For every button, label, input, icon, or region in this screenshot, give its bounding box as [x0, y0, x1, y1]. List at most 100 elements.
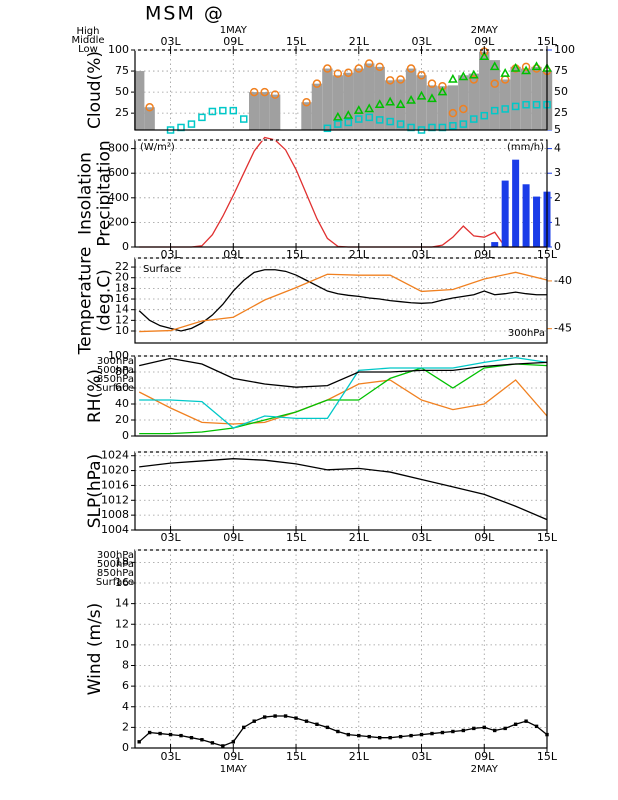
y-tick-label: 1016	[101, 478, 129, 491]
point	[304, 719, 309, 723]
point	[179, 733, 183, 738]
series-line	[138, 715, 548, 747]
x-tick-label: 03L	[411, 531, 432, 544]
cloud-bar	[332, 75, 344, 130]
cloud-bar	[364, 63, 375, 131]
low-cloud-marker	[219, 106, 227, 115]
point	[158, 731, 162, 736]
point	[430, 731, 434, 736]
x-tick-label: 09L	[223, 750, 244, 763]
point	[451, 729, 455, 734]
x-tick-label: 15L	[286, 531, 307, 544]
cloud-bar	[374, 66, 385, 130]
point	[189, 735, 194, 740]
cloud-bar	[322, 68, 333, 130]
high-cloud-marker	[260, 87, 269, 97]
middle-cloud-marker	[448, 73, 458, 83]
precip-bar	[533, 196, 541, 247]
high-cloud-marker	[385, 76, 395, 85]
y-axis-label: Cloud(%)	[85, 51, 105, 129]
y-axis-label: Temperature	[76, 247, 96, 356]
high-cloud-marker	[448, 108, 458, 118]
y-tick-label: 8	[122, 659, 129, 672]
point	[262, 715, 267, 719]
y-tick-label: 400	[108, 191, 129, 204]
legend-label: 850hPa	[97, 374, 134, 385]
y-tick-label: 12	[115, 313, 129, 326]
point	[242, 725, 246, 730]
y-tick-label: 18	[115, 555, 129, 568]
y2-tick-label: 3	[554, 166, 561, 179]
x-tick-label: 09L	[474, 531, 495, 544]
point	[482, 725, 486, 730]
y-tick-label: 40	[115, 397, 129, 410]
y-tick-label: 12	[115, 617, 129, 630]
point	[409, 733, 413, 738]
middle-cloud-marker	[353, 105, 364, 114]
page-title: MSM @	[145, 3, 225, 25]
cloud-bar	[144, 107, 155, 130]
legend-label: 300hPa	[97, 356, 134, 367]
point	[388, 735, 392, 740]
low-cloud-marker	[449, 122, 457, 130]
middle-cloud-marker	[385, 96, 396, 106]
precip-bar	[501, 180, 509, 247]
y2-tick-label: 2	[554, 191, 561, 204]
x-tick-label: 09L	[223, 35, 244, 48]
y2-tick-label: 75	[554, 64, 568, 77]
middle-cloud-marker	[458, 71, 469, 81]
series-line	[139, 356, 548, 429]
x-tick-label: 15L	[537, 248, 558, 261]
high-cloud-marker	[427, 79, 437, 88]
panel-frame	[134, 549, 548, 749]
middle-cloud-marker	[531, 61, 542, 71]
high-cloud-marker	[302, 97, 311, 107]
panel-frame	[134, 139, 548, 248]
middle-cloud-marker	[406, 94, 416, 104]
y-axis-label: Wind (m/s)	[85, 603, 105, 696]
high-cloud-marker	[438, 81, 447, 91]
cloud-bar	[301, 102, 312, 130]
point	[398, 734, 403, 739]
y2-tick-label: -40	[554, 274, 572, 287]
middle-cloud-marker	[479, 51, 490, 60]
unit-label: (mm/h)	[507, 142, 544, 153]
point	[252, 719, 256, 723]
y-axis-label: RH(%)	[85, 369, 105, 423]
x-tick-label: 09L	[474, 248, 495, 261]
y-tick-label: 800	[108, 142, 129, 155]
point	[440, 730, 445, 735]
y-tick-label: 2	[122, 720, 129, 733]
y-tick-label: 75	[115, 64, 129, 77]
middle-cloud-marker	[427, 93, 437, 103]
cloud-bar	[447, 85, 459, 130]
x-tick-label: 15L	[537, 35, 558, 48]
cloud-bar	[531, 66, 542, 130]
x-tick-label: 09L	[474, 750, 495, 763]
cloud-bar	[405, 68, 417, 130]
series-line	[139, 357, 548, 388]
cloud-bar	[489, 60, 500, 130]
low-cloud-marker	[490, 106, 499, 115]
panel-frame	[134, 257, 548, 344]
legend-label: 300hPa	[97, 550, 134, 561]
point	[325, 725, 330, 730]
series-line	[138, 269, 547, 332]
y2-tick-label: 100	[554, 43, 575, 56]
x-tick-label: 03L	[411, 750, 432, 763]
x-tick-label: 21L	[349, 531, 370, 544]
point	[147, 730, 152, 735]
y-tick-label: 1012	[101, 493, 129, 506]
low-cloud-marker	[459, 120, 468, 128]
middle-cloud-marker	[364, 103, 375, 113]
low-cloud-marker	[501, 105, 509, 113]
y2-tick-label: 25	[554, 106, 568, 119]
cloud-bar	[499, 79, 511, 130]
x-tick-label: 09L	[223, 248, 244, 261]
cloud-bar	[416, 75, 427, 130]
y-tick-label: 80	[115, 365, 129, 378]
x-tick-label: 09L	[223, 531, 244, 544]
high-cloud-marker	[469, 75, 479, 84]
low-cloud-marker	[334, 120, 342, 128]
